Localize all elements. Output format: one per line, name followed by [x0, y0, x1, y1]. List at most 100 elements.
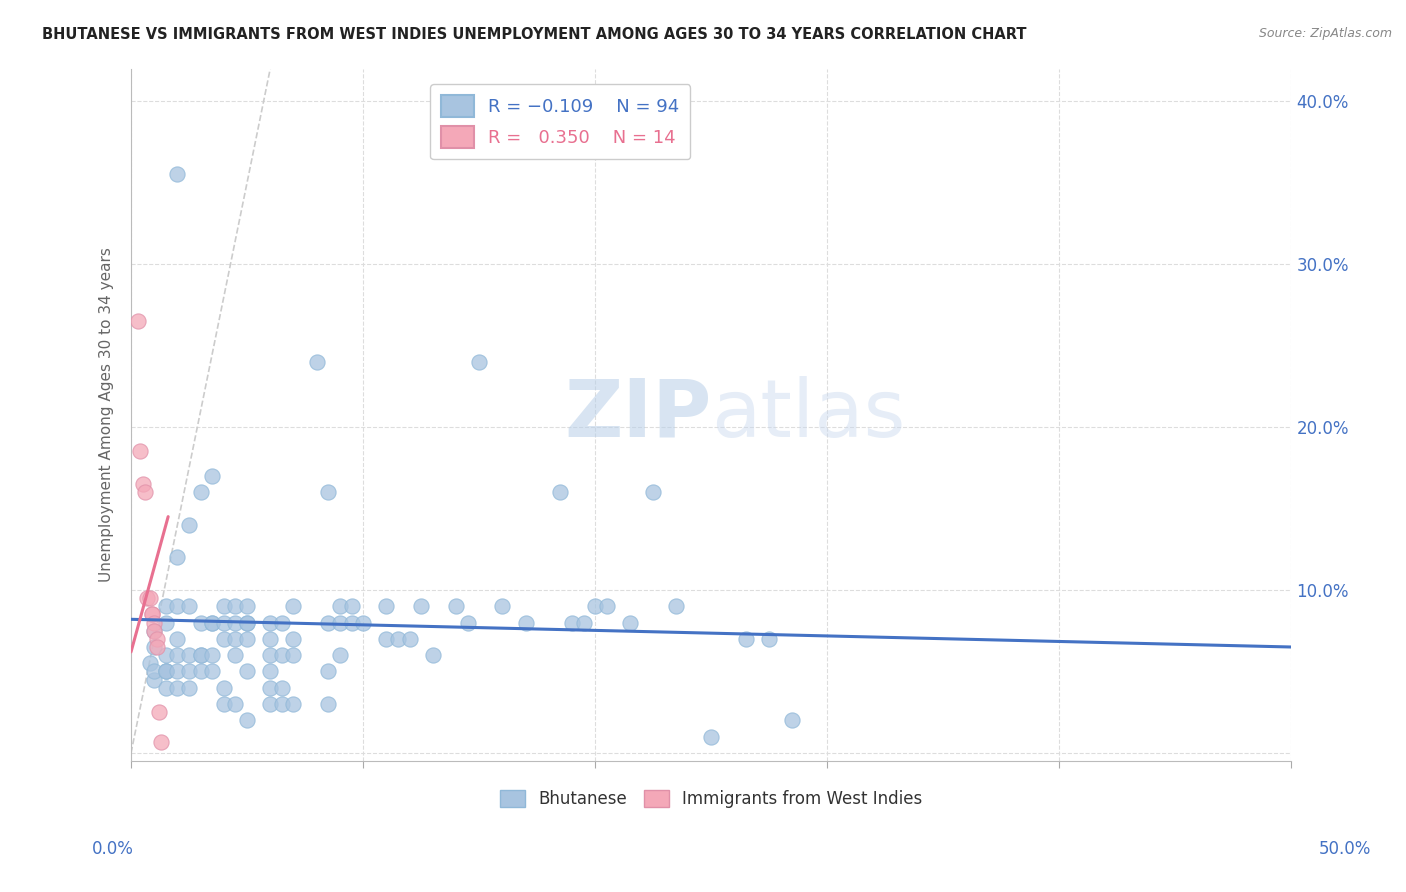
Point — [457, 615, 479, 630]
Text: BHUTANESE VS IMMIGRANTS FROM WEST INDIES UNEMPLOYMENT AMONG AGES 30 TO 34 YEARS : BHUTANESE VS IMMIGRANTS FROM WEST INDIES… — [42, 27, 1026, 42]
Point — [665, 599, 688, 614]
Point — [270, 615, 292, 630]
Point — [138, 591, 160, 606]
Point — [166, 550, 188, 565]
Point — [155, 665, 177, 679]
Point — [572, 615, 595, 630]
Point — [136, 591, 159, 606]
Point — [177, 599, 200, 614]
Point — [224, 697, 246, 711]
Point — [190, 648, 212, 662]
Point — [236, 599, 259, 614]
Point — [166, 632, 188, 646]
Point — [143, 624, 166, 638]
Point — [283, 599, 305, 614]
Point — [398, 632, 420, 646]
Point — [283, 648, 305, 662]
Point — [305, 355, 328, 369]
Point — [201, 615, 224, 630]
Point — [155, 681, 177, 695]
Point — [177, 681, 200, 695]
Point — [468, 355, 491, 369]
Point — [166, 681, 188, 695]
Point — [700, 730, 723, 744]
Text: 50.0%: 50.0% — [1319, 840, 1371, 858]
Point — [444, 599, 467, 614]
Legend: Bhutanese, Immigrants from West Indies: Bhutanese, Immigrants from West Indies — [494, 783, 929, 815]
Point — [596, 599, 619, 614]
Point — [329, 648, 352, 662]
Point — [212, 632, 235, 646]
Point — [127, 314, 149, 328]
Point — [735, 632, 758, 646]
Point — [148, 705, 170, 719]
Point — [177, 648, 200, 662]
Point — [224, 648, 246, 662]
Point — [143, 624, 166, 638]
Point — [224, 615, 246, 630]
Text: ZIP: ZIP — [564, 376, 711, 454]
Point — [190, 665, 212, 679]
Point — [150, 734, 173, 748]
Point — [166, 648, 188, 662]
Point — [166, 665, 188, 679]
Point — [270, 697, 292, 711]
Point — [316, 697, 339, 711]
Point — [259, 697, 281, 711]
Point — [201, 615, 224, 630]
Point — [134, 485, 156, 500]
Point — [166, 599, 188, 614]
Point — [329, 599, 352, 614]
Point — [143, 615, 166, 630]
Point — [177, 517, 200, 532]
Text: 0.0%: 0.0% — [91, 840, 134, 858]
Point — [141, 607, 163, 622]
Point — [375, 599, 398, 614]
Point — [190, 648, 212, 662]
Point — [155, 599, 177, 614]
Point — [224, 632, 246, 646]
Point — [236, 714, 259, 728]
Point — [340, 599, 363, 614]
Point — [131, 477, 153, 491]
Point — [155, 665, 177, 679]
Point — [143, 673, 166, 687]
Point — [212, 697, 235, 711]
Point — [155, 615, 177, 630]
Point — [155, 665, 177, 679]
Point — [145, 632, 167, 646]
Point — [236, 665, 259, 679]
Point — [190, 615, 212, 630]
Point — [201, 469, 224, 483]
Y-axis label: Unemployment Among Ages 30 to 34 years: Unemployment Among Ages 30 to 34 years — [100, 247, 114, 582]
Point — [352, 615, 374, 630]
Point — [561, 615, 583, 630]
Point — [141, 607, 163, 622]
Point — [236, 615, 259, 630]
Point — [375, 632, 398, 646]
Point — [329, 615, 352, 630]
Point — [259, 615, 281, 630]
Point — [619, 615, 641, 630]
Point — [283, 632, 305, 646]
Point — [201, 648, 224, 662]
Point — [212, 615, 235, 630]
Point — [166, 168, 188, 182]
Point — [422, 648, 444, 662]
Point — [177, 665, 200, 679]
Point — [224, 599, 246, 614]
Text: Source: ZipAtlas.com: Source: ZipAtlas.com — [1258, 27, 1392, 40]
Point — [316, 615, 339, 630]
Point — [190, 485, 212, 500]
Point — [550, 485, 572, 500]
Point — [138, 657, 160, 671]
Point — [515, 615, 537, 630]
Point — [758, 632, 780, 646]
Point — [259, 632, 281, 646]
Point — [212, 681, 235, 695]
Point — [270, 681, 292, 695]
Point — [143, 640, 166, 654]
Point — [259, 665, 281, 679]
Point — [270, 648, 292, 662]
Text: atlas: atlas — [711, 376, 905, 454]
